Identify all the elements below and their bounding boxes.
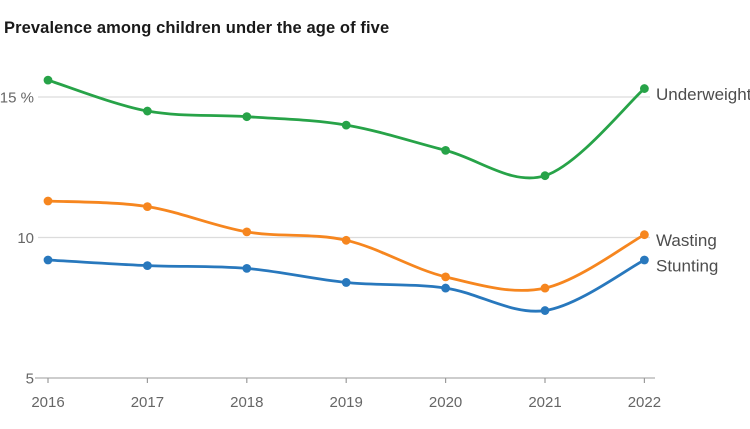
x-tick-label: 2016 [31,394,64,411]
data-point-stunting [640,255,649,265]
data-point-wasting [640,230,649,240]
data-point-wasting [43,196,53,206]
data-point-stunting [242,264,252,273]
series-label-stunting: Stunting [656,256,718,275]
x-tick-label: 2019 [330,394,363,411]
y-tick-label: 15 % [0,89,34,106]
x-tick-label: 2017 [131,394,164,411]
y-tick-label: 10 [17,230,34,247]
data-point-underweight [640,84,649,93]
data-point-underweight [341,120,351,130]
data-point-wasting [441,272,450,282]
data-point-stunting [341,278,351,287]
data-point-wasting [341,235,351,245]
series-label-wasting: Wasting [656,231,717,250]
data-point-underweight [540,171,550,181]
series-line-wasting [46,199,646,292]
data-point-stunting [143,261,152,270]
x-tick-label: 2022 [628,394,661,411]
series-label-underweight: Underweight [656,85,750,104]
data-point-stunting [540,306,550,315]
data-point-underweight [441,145,450,155]
data-point-wasting [143,202,152,211]
chart-title: Prevalence among children under the age … [4,19,390,37]
x-tick-label: 2018 [230,394,263,411]
data-point-underweight [242,112,252,122]
x-tick-label: 2021 [528,394,561,411]
data-point-underweight [143,106,152,116]
data-point-stunting [441,283,450,293]
data-point-wasting [540,283,550,293]
x-tick-label: 2020 [429,394,462,411]
data-point-stunting [43,255,53,265]
y-tick-label: 5 [26,370,34,387]
data-point-wasting [242,227,252,237]
data-point-underweight [43,75,53,85]
